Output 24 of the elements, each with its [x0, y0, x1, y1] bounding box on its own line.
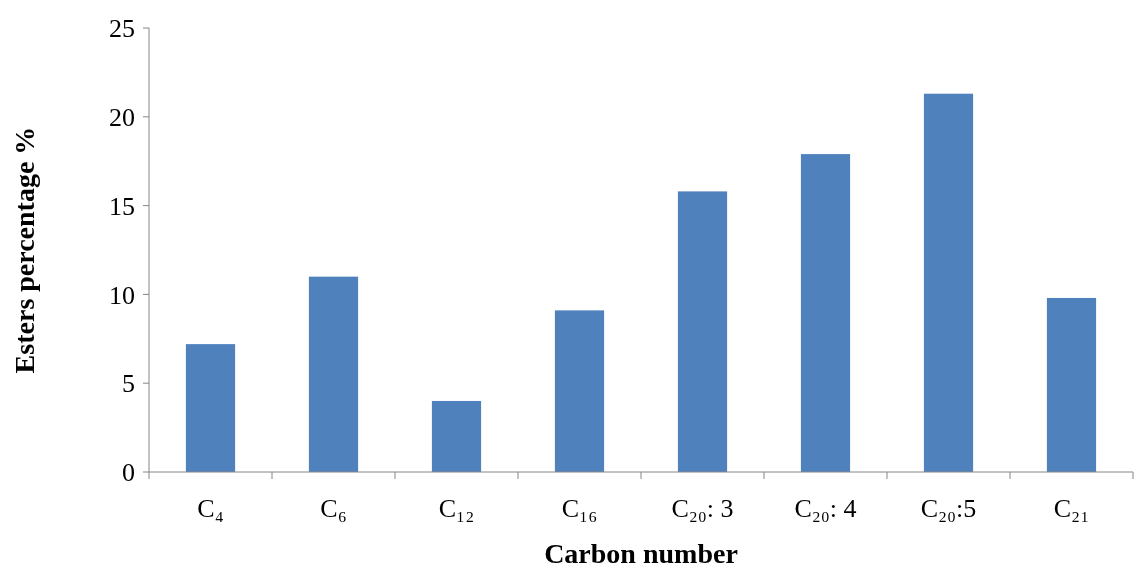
bar: [185, 344, 236, 472]
y-tick-label: 5: [122, 369, 135, 399]
y-tick-label: 0: [122, 458, 135, 488]
bar: [1046, 297, 1097, 472]
bar: [800, 154, 851, 472]
bar: [923, 93, 974, 472]
bar: [431, 400, 482, 472]
x-tick-label: C₂₀: 4: [794, 494, 857, 523]
y-tick-label: 25: [109, 14, 135, 44]
x-tick-label: C₂₁: [1053, 494, 1090, 523]
y-tick-label: 20: [109, 102, 135, 132]
bar: [677, 191, 728, 472]
bar: [308, 276, 359, 472]
x-tick-label: C₂₀:5: [920, 494, 977, 523]
bar: [554, 310, 605, 472]
x-axis-title: Carbon number: [544, 538, 738, 569]
y-tick-label: 10: [109, 280, 135, 310]
y-tick-label: 15: [109, 191, 135, 221]
x-tick-label: C₁₂: [438, 494, 475, 523]
x-tick-label: C₄: [197, 494, 224, 523]
x-tick-label: C₂₀: 3: [671, 494, 734, 523]
y-axis-title: Esters percentage %: [9, 126, 40, 374]
x-tick-label: C₁₆: [561, 494, 598, 523]
x-tick-label: C₆: [320, 494, 347, 523]
